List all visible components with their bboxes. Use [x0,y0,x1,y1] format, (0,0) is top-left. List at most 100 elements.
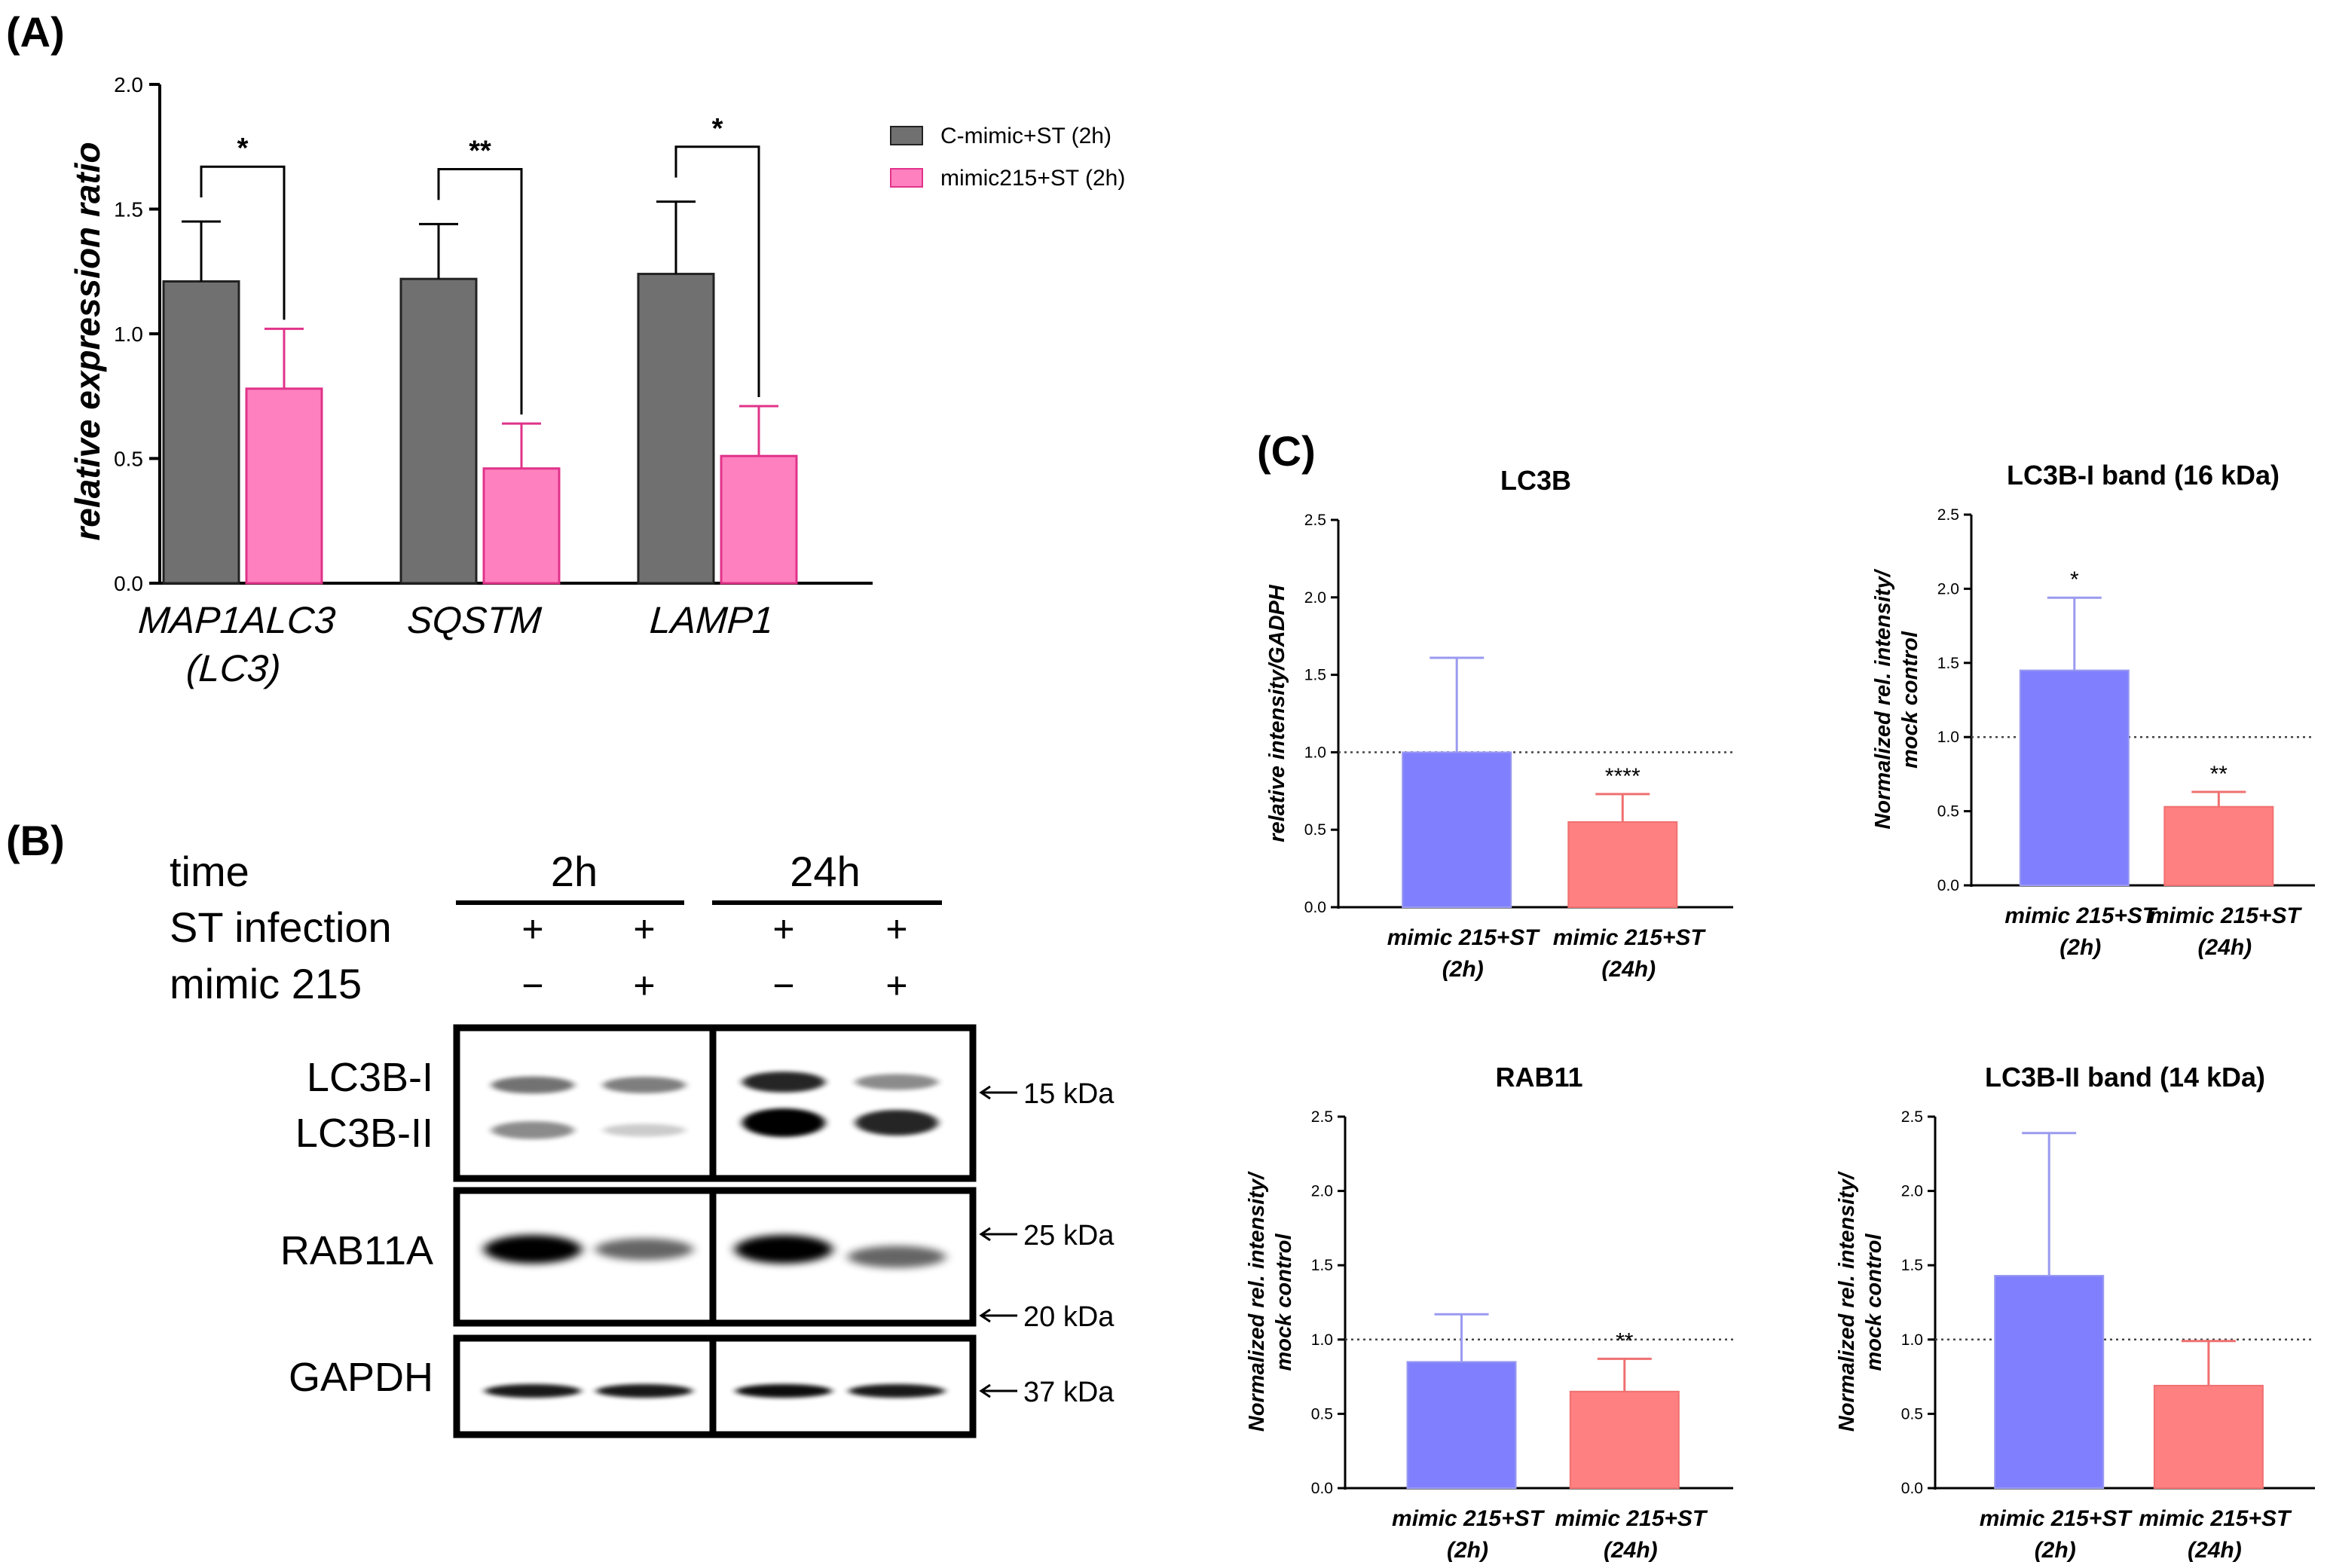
x-category-label: MAP1ALC3 [137,599,337,641]
y-axis-title: relative expression ratio [68,142,107,540]
x-category-label: mimic 215+ST [1553,925,1707,950]
y-tick-label: 2.5 [1304,512,1326,529]
y-tick-label: 2.5 [1937,506,1959,524]
marker-label-20kda: 20 kDa [1023,1301,1115,1333]
legend-swatch [890,168,923,188]
y-tick-label: 2.0 [1311,1183,1333,1200]
y-tick-label: 0.0 [1311,1480,1333,1497]
bar-2h [1402,751,1512,909]
x-category-label: mimic 215+ST [1387,925,1541,950]
y-tick-label: 1.5 [1901,1257,1923,1274]
y-axis-title: Normalized rel. intensity/ [1871,568,1895,829]
marker-arrow-15kda [979,1085,1017,1100]
band-lc3b-i [603,1077,686,1093]
x-category-label: mimic 215+ST [2149,903,2303,928]
y-axis-title: mock control [1272,1233,1296,1371]
y-tick-label: 0.0 [1937,877,1959,894]
bar-24h [1569,1390,1680,1489]
chart-c-lc3b-i-band: LC3B-I band (16 kDa) 0.0 0.5 1.0 1.5 2.0 2.5 No… [1871,460,2315,960]
chart-title: LC3B [1500,465,1571,496]
y-tick-label: 2.0 [114,73,143,96]
chart-c-rab11: RAB11 0.0 0.5 1.0 1.5 2.0 2.5 Normalized rel. i… [1245,1062,1733,1563]
st-infection-mark: + [885,908,907,950]
x-category-label: LAMP1 [649,599,775,641]
band-lc3b-i [491,1076,574,1094]
blot-box-lc3-left [453,1024,717,1182]
panel-label-a: (A) [6,8,65,56]
bar-c-mimic [637,273,715,585]
band-gapdh [485,1384,581,1398]
chart-title: LC3B-II band (14 kDa) [1985,1062,2265,1093]
chart-a-expression: 0.0 0.5 1.0 1.5 2.0 relative expression ratio… [68,73,1125,689]
chart-c-lc3b: LC3B 0.0 0.5 1.0 1.5 2.0 2.5 relative intensity… [1265,465,1733,982]
y-tick-label: 0.5 [114,448,143,471]
band-rab11a [735,1235,833,1264]
y-tick-label: 0.5 [1311,1405,1333,1423]
western-blot-panel: time ST infection mimic 215 2h 24h + + + + −… [170,848,1115,1438]
y-tick-label: 1.0 [1937,729,1959,746]
band-lc3b-i [855,1074,938,1090]
bar-mimic215 [482,467,561,585]
significance-label: * [237,133,249,164]
y-tick-label: 2.0 [1304,589,1326,607]
st-infection-mark: + [633,908,655,950]
x-category-label: mimic 215+ST [1980,1506,2133,1531]
bar-24h [2163,805,2274,887]
band-label-gapdh: GAPDH [289,1355,433,1400]
y-tick-label: 2.5 [1901,1108,1923,1126]
y-tick-label: 0.0 [1901,1480,1923,1497]
significance-label: ** [469,136,491,167]
x-category-label: mimic 215+ST [1555,1506,1708,1531]
row-label-mimic: mimic 215 [170,960,362,1007]
x-category-label: (24h) [1601,957,1656,982]
legend-label: C-mimic+ST (2h) [940,124,1112,148]
panel-label-c: (C) [1257,427,1316,475]
x-category-label: mimic 215+ST [2004,903,2158,928]
y-tick-label: 0.5 [1901,1405,1923,1423]
mimic-mark: + [633,964,655,1007]
y-tick-label: 1.5 [1311,1257,1333,1274]
significance-label: ** [1616,1328,1634,1353]
bar-2h [2019,669,2130,886]
bar-mimic215 [720,454,798,585]
chart-title: RAB11 [1495,1062,1582,1093]
x-category-label: mimic 215+ST [2139,1506,2292,1531]
y-tick-label: 1.0 [1311,1331,1333,1349]
y-tick-label: 0.5 [1304,821,1326,839]
x-category-label: (LC3) [185,647,283,689]
y-axis-title: mock control [1898,631,1922,769]
band-lc3b-ii [491,1121,574,1139]
mimic-mark: − [772,964,794,1007]
legend-swatch [890,126,923,145]
bar-2h [1994,1275,2105,1490]
x-category-label: (24h) [1604,1538,1658,1563]
row-label-st-infection: ST infection [170,903,392,951]
x-category-label: (2h) [2059,935,2101,960]
panel-label-b: (B) [6,817,65,864]
marker-arrow-37kda [979,1383,1017,1398]
st-infection-mark: + [521,908,543,950]
y-tick-label: 0.5 [1937,803,1959,821]
x-category-label: mimic 215+ST [1392,1506,1546,1531]
band-lc3b-i [742,1071,825,1093]
significance-label: **** [1605,764,1641,789]
mimic-mark: + [885,964,907,1007]
band-label-lc3b-i: LC3B-I [307,1055,433,1100]
band-lc3b-ii [742,1108,825,1137]
significance-bracket [437,168,523,415]
y-tick-label: 1.0 [1304,744,1326,761]
y-axis-title: relative intensity/GADPH [1265,584,1289,842]
band-label-rab11a: RAB11A [280,1228,433,1273]
significance-bracket [674,145,760,397]
y-tick-label: 1.0 [1901,1331,1923,1349]
x-category-label: (2h) [1442,957,1484,982]
y-tick-label: 1.5 [114,198,143,222]
y-tick-label: 0.0 [114,572,143,595]
y-tick-label: 2.5 [1311,1108,1333,1126]
time-group-2h: 2h [551,848,598,895]
marker-label-37kda: 37 kDa [1023,1377,1115,1408]
y-tick-label: 1.5 [1304,667,1326,684]
band-gapdh [596,1384,693,1398]
x-category-label: (24h) [2188,1538,2242,1563]
